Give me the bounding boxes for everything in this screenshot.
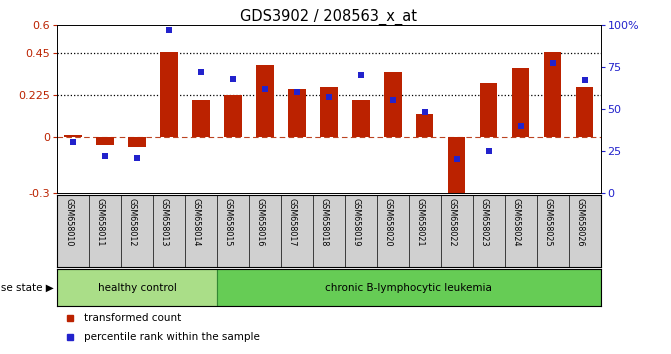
Text: chronic B-lymphocytic leukemia: chronic B-lymphocytic leukemia	[325, 282, 492, 293]
Point	[260, 86, 270, 91]
Text: GSM658018: GSM658018	[320, 198, 329, 246]
Point	[227, 76, 238, 81]
Bar	[352, 101, 370, 137]
Point	[419, 109, 430, 115]
Point	[99, 153, 110, 159]
Point	[291, 89, 302, 95]
Bar	[288, 89, 305, 137]
Point	[195, 69, 206, 75]
Bar	[96, 137, 114, 145]
Bar	[192, 101, 210, 137]
Text: GSM658022: GSM658022	[448, 198, 457, 246]
Point	[515, 123, 526, 129]
Point	[579, 78, 590, 83]
Point	[132, 155, 142, 160]
Bar	[64, 135, 82, 137]
Text: GDS3902 / 208563_x_at: GDS3902 / 208563_x_at	[240, 9, 417, 25]
Bar	[224, 95, 242, 137]
Bar	[384, 73, 401, 137]
Text: GSM658023: GSM658023	[480, 198, 488, 246]
Bar	[544, 52, 562, 137]
Bar	[480, 83, 497, 137]
Point	[323, 94, 334, 100]
Bar	[57, 269, 217, 306]
Text: percentile rank within the sample: percentile rank within the sample	[84, 332, 260, 342]
Text: disease state ▶: disease state ▶	[0, 282, 54, 293]
Bar	[416, 114, 433, 137]
Bar	[576, 87, 593, 137]
Bar	[128, 137, 146, 147]
Point	[483, 148, 494, 154]
Bar	[256, 65, 274, 137]
Point	[548, 61, 558, 66]
Text: GSM658015: GSM658015	[224, 198, 233, 246]
Point	[387, 98, 398, 103]
Bar	[160, 52, 178, 137]
Bar	[320, 87, 338, 137]
Text: GSM658020: GSM658020	[384, 198, 393, 246]
Text: GSM658019: GSM658019	[352, 198, 361, 246]
Text: GSM658024: GSM658024	[511, 198, 521, 246]
Text: GSM658025: GSM658025	[544, 198, 553, 246]
Text: GSM658014: GSM658014	[192, 198, 201, 246]
Text: GSM658026: GSM658026	[576, 198, 584, 246]
Point	[164, 27, 174, 33]
Point	[356, 72, 366, 78]
Text: GSM658017: GSM658017	[288, 198, 297, 246]
Point	[68, 139, 79, 145]
Text: GSM658011: GSM658011	[96, 198, 105, 246]
Text: GSM658010: GSM658010	[64, 198, 73, 246]
Bar	[217, 269, 601, 306]
Bar	[448, 137, 466, 199]
Point	[452, 156, 462, 162]
Text: healthy control: healthy control	[97, 282, 176, 293]
Bar	[512, 68, 529, 137]
Text: GSM658021: GSM658021	[416, 198, 425, 246]
Text: GSM658013: GSM658013	[160, 198, 169, 246]
Text: transformed count: transformed count	[84, 313, 181, 324]
Text: GSM658016: GSM658016	[256, 198, 265, 246]
Text: GSM658012: GSM658012	[128, 198, 137, 246]
